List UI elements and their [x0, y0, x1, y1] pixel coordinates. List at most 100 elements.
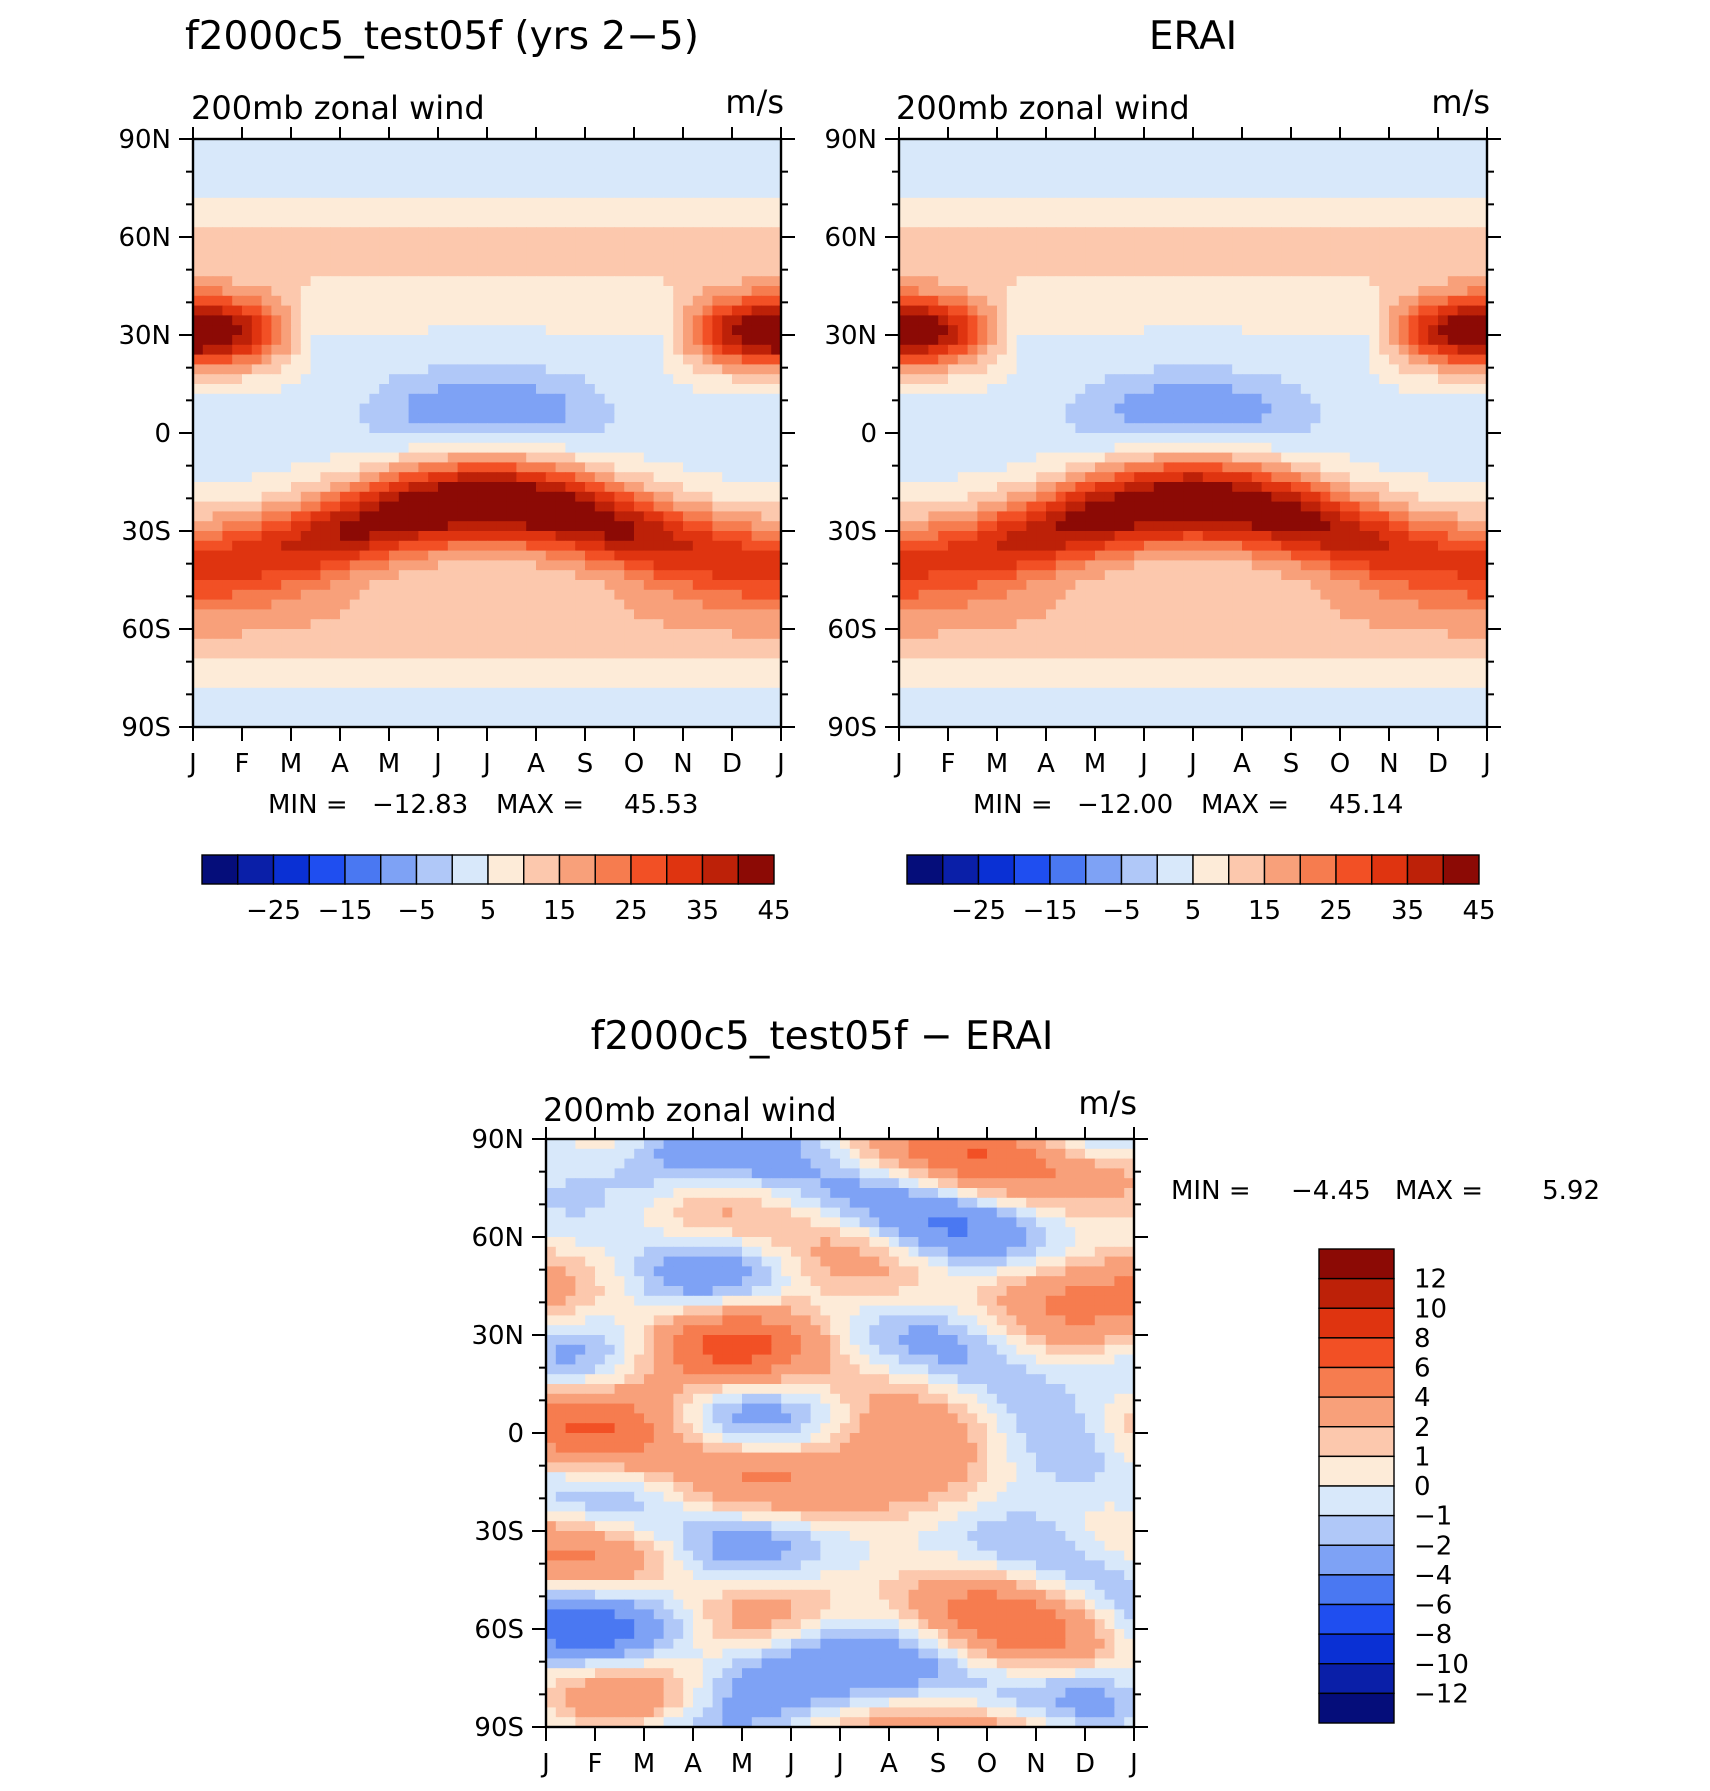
contour-cell [536, 355, 546, 365]
contour-cell [899, 198, 909, 208]
contour-cell [1222, 247, 1232, 257]
contour-cell [1066, 139, 1076, 149]
contour-cell [1379, 276, 1389, 286]
contour-cell [203, 472, 213, 482]
contour-cell [585, 139, 595, 149]
contour-cell [546, 178, 556, 188]
contour-cell [193, 629, 203, 639]
contour-cell [232, 296, 242, 306]
contour-cell [350, 707, 360, 717]
contour-cell [546, 394, 556, 404]
contour-cell [516, 178, 526, 188]
contour-cell [1340, 237, 1350, 247]
contour-cell [712, 198, 722, 208]
contour-cell [477, 443, 487, 453]
contour-cell [556, 217, 566, 227]
contour-cell [340, 600, 350, 610]
contour-cell [585, 609, 595, 619]
contour-cell [722, 345, 732, 355]
colorbar-label: 15 [543, 896, 576, 926]
contour-cell [222, 335, 232, 345]
contour-cell [644, 159, 654, 169]
contour-cell [624, 688, 634, 698]
contour-cell [271, 590, 281, 600]
contour-cell [654, 149, 664, 159]
contour-cell [1026, 325, 1036, 335]
contour-cell [958, 237, 968, 247]
contour-cell [752, 217, 762, 227]
contour-cell [634, 188, 644, 198]
contour-cell [1428, 306, 1438, 316]
contour-cell [458, 404, 468, 414]
contour-cell [987, 139, 997, 149]
contour-cell [458, 315, 468, 325]
contour-cell [1271, 257, 1281, 267]
contour-cell [634, 482, 644, 492]
contour-cell [938, 227, 948, 237]
contour-cell [526, 511, 536, 521]
contour-cell [222, 276, 232, 286]
contour-cell [605, 345, 615, 355]
contour-cell [389, 306, 399, 316]
contour-cell [526, 570, 536, 580]
contour-cell [644, 296, 654, 306]
contour-cell [242, 570, 252, 580]
contour-cell [1242, 306, 1252, 316]
contour-cell [1448, 208, 1458, 218]
contour-cell [565, 443, 575, 453]
contour-cell [1066, 149, 1076, 159]
contour-cell [722, 551, 732, 561]
contour-cell [1066, 276, 1076, 286]
contour-cell [595, 453, 605, 463]
contour-cell [1066, 227, 1076, 237]
contour-cell [311, 394, 321, 404]
contour-cell [1438, 168, 1448, 178]
contour-cell [477, 580, 487, 590]
contour-cell [712, 580, 722, 590]
contour-cell [1075, 335, 1085, 345]
contour-cell [281, 423, 291, 433]
contour-cell [389, 502, 399, 512]
contour-cell [242, 472, 252, 482]
contour-cell [693, 159, 703, 169]
contour-cell [595, 296, 605, 306]
contour-cell [232, 511, 242, 521]
contour-cell [1340, 139, 1350, 149]
contour-cell [1311, 178, 1321, 188]
contour-cell [291, 159, 301, 169]
contour-cell [909, 335, 919, 345]
contour-cell [448, 492, 458, 502]
contour-cell [320, 462, 330, 472]
contour-cell [536, 394, 546, 404]
contour-cell [1399, 276, 1409, 286]
contour-cell [467, 159, 477, 169]
contour-cell [1036, 178, 1046, 188]
contour-cell [448, 423, 458, 433]
contour-cell [722, 482, 732, 492]
contour-cell [654, 325, 664, 335]
contour-cell [536, 306, 546, 316]
contour-cell [399, 678, 409, 688]
contour-cell [330, 374, 340, 384]
contour-cell [1075, 325, 1085, 335]
contour-cell [712, 325, 722, 335]
contour-cell [1320, 276, 1330, 286]
contour-cell [1281, 266, 1291, 276]
contour-cell [919, 178, 929, 188]
contour-cell [546, 580, 556, 590]
contour-cell [516, 688, 526, 698]
contour-cell [311, 609, 321, 619]
contour-cell [595, 355, 605, 365]
contour-cell [418, 178, 428, 188]
contour-cell [1154, 217, 1164, 227]
contour-cell [271, 345, 281, 355]
contour-cell [222, 286, 232, 296]
contour-cell [311, 502, 321, 512]
contour-cell [1056, 198, 1066, 208]
contour-cell [1409, 159, 1419, 169]
contour-cell [928, 296, 938, 306]
contour-cell [360, 462, 370, 472]
contour-cell [1438, 306, 1448, 316]
contour-cell [350, 247, 360, 257]
contour-cell [1291, 227, 1301, 237]
